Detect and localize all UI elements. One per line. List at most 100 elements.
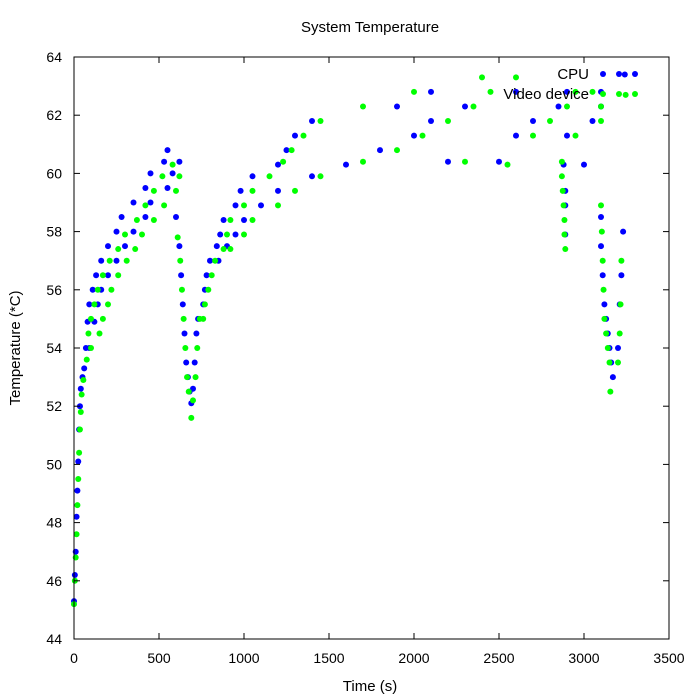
data-point [496, 158, 502, 165]
data-point [561, 231, 568, 238]
data-point [360, 103, 366, 110]
data-point [174, 234, 181, 241]
data-point [620, 228, 627, 235]
data-point [212, 257, 219, 264]
data-point [598, 103, 604, 110]
data-point [618, 257, 625, 264]
data-point [603, 330, 610, 337]
data-point [178, 286, 185, 293]
data-point [411, 132, 417, 139]
data-point [241, 216, 247, 223]
data-point [177, 257, 184, 264]
data-point [179, 301, 186, 308]
data-point [183, 359, 190, 366]
data-point [479, 74, 485, 81]
data-point [161, 158, 168, 165]
data-point [85, 330, 92, 337]
data-point [377, 147, 383, 154]
legend-marker [632, 71, 638, 77]
data-point [142, 184, 149, 191]
x-tick-label: 0 [70, 650, 78, 666]
y-axis-label: Temperature (*C) [7, 290, 24, 405]
data-point [75, 458, 82, 465]
data-point [604, 345, 611, 351]
data-point [317, 118, 324, 125]
data-point [76, 449, 83, 456]
data-point [616, 330, 623, 337]
data-point [241, 231, 247, 238]
data-point [118, 214, 125, 221]
data-point [192, 374, 199, 381]
data-point [504, 161, 511, 168]
data-point [105, 301, 111, 308]
data-point [419, 132, 426, 139]
data-point [530, 132, 536, 139]
data-point [617, 301, 624, 308]
data-point [142, 214, 149, 221]
data-point [88, 315, 94, 322]
data-point [201, 301, 208, 308]
data-point [600, 286, 607, 293]
data-point [147, 199, 154, 206]
legend-marker [616, 91, 622, 97]
data-point [159, 173, 166, 180]
data-point [530, 118, 536, 125]
data-point [547, 118, 553, 125]
data-point [188, 414, 195, 421]
x-tick-label: 2000 [398, 650, 429, 666]
data-point [193, 330, 200, 337]
data-point [194, 345, 201, 351]
data-point [292, 132, 298, 139]
data-point [394, 147, 400, 154]
data-point [173, 214, 179, 221]
data-point [81, 365, 88, 372]
plot-area [71, 71, 629, 608]
plot-frame [73, 56, 670, 640]
data-point [606, 359, 613, 366]
data-point [73, 531, 80, 538]
x-tick-label: 3000 [568, 650, 599, 666]
series-1 [71, 74, 629, 608]
data-point [132, 246, 139, 253]
data-point [185, 388, 192, 395]
data-point [176, 243, 183, 250]
data-point [77, 385, 84, 392]
data-point [173, 187, 179, 194]
data-point [572, 88, 579, 95]
data-point [249, 187, 256, 194]
data-point [122, 231, 128, 238]
data-point [232, 231, 239, 238]
data-point [283, 147, 290, 154]
y-tick-label: 46 [46, 573, 62, 589]
data-point [598, 228, 605, 235]
x-tick-label: 500 [147, 650, 171, 666]
data-point [83, 356, 90, 363]
data-point [71, 571, 78, 578]
data-point [106, 257, 113, 264]
y-tick-label: 48 [46, 515, 62, 531]
data-point [142, 202, 149, 209]
data-point [133, 216, 140, 223]
data-point [89, 286, 96, 293]
data-point [275, 187, 281, 194]
data-point [99, 315, 106, 322]
data-point [470, 103, 477, 110]
data-point [581, 161, 587, 168]
data-point [513, 132, 519, 139]
data-point [622, 91, 629, 98]
data-point [288, 147, 295, 154]
data-point [220, 216, 227, 223]
data-point [91, 301, 98, 308]
x-axis: 0 500 1000 1500 2000 2500 3000 3500 [70, 57, 685, 666]
data-point [300, 132, 307, 139]
data-point [164, 147, 171, 154]
y-tick-label: 62 [46, 107, 62, 123]
data-point [115, 246, 122, 253]
data-point [77, 409, 84, 416]
legend-marker [600, 91, 606, 97]
data-point [618, 272, 625, 279]
data-point [462, 158, 468, 165]
data-point [558, 158, 565, 165]
data-point [150, 216, 157, 223]
data-point [601, 315, 608, 322]
